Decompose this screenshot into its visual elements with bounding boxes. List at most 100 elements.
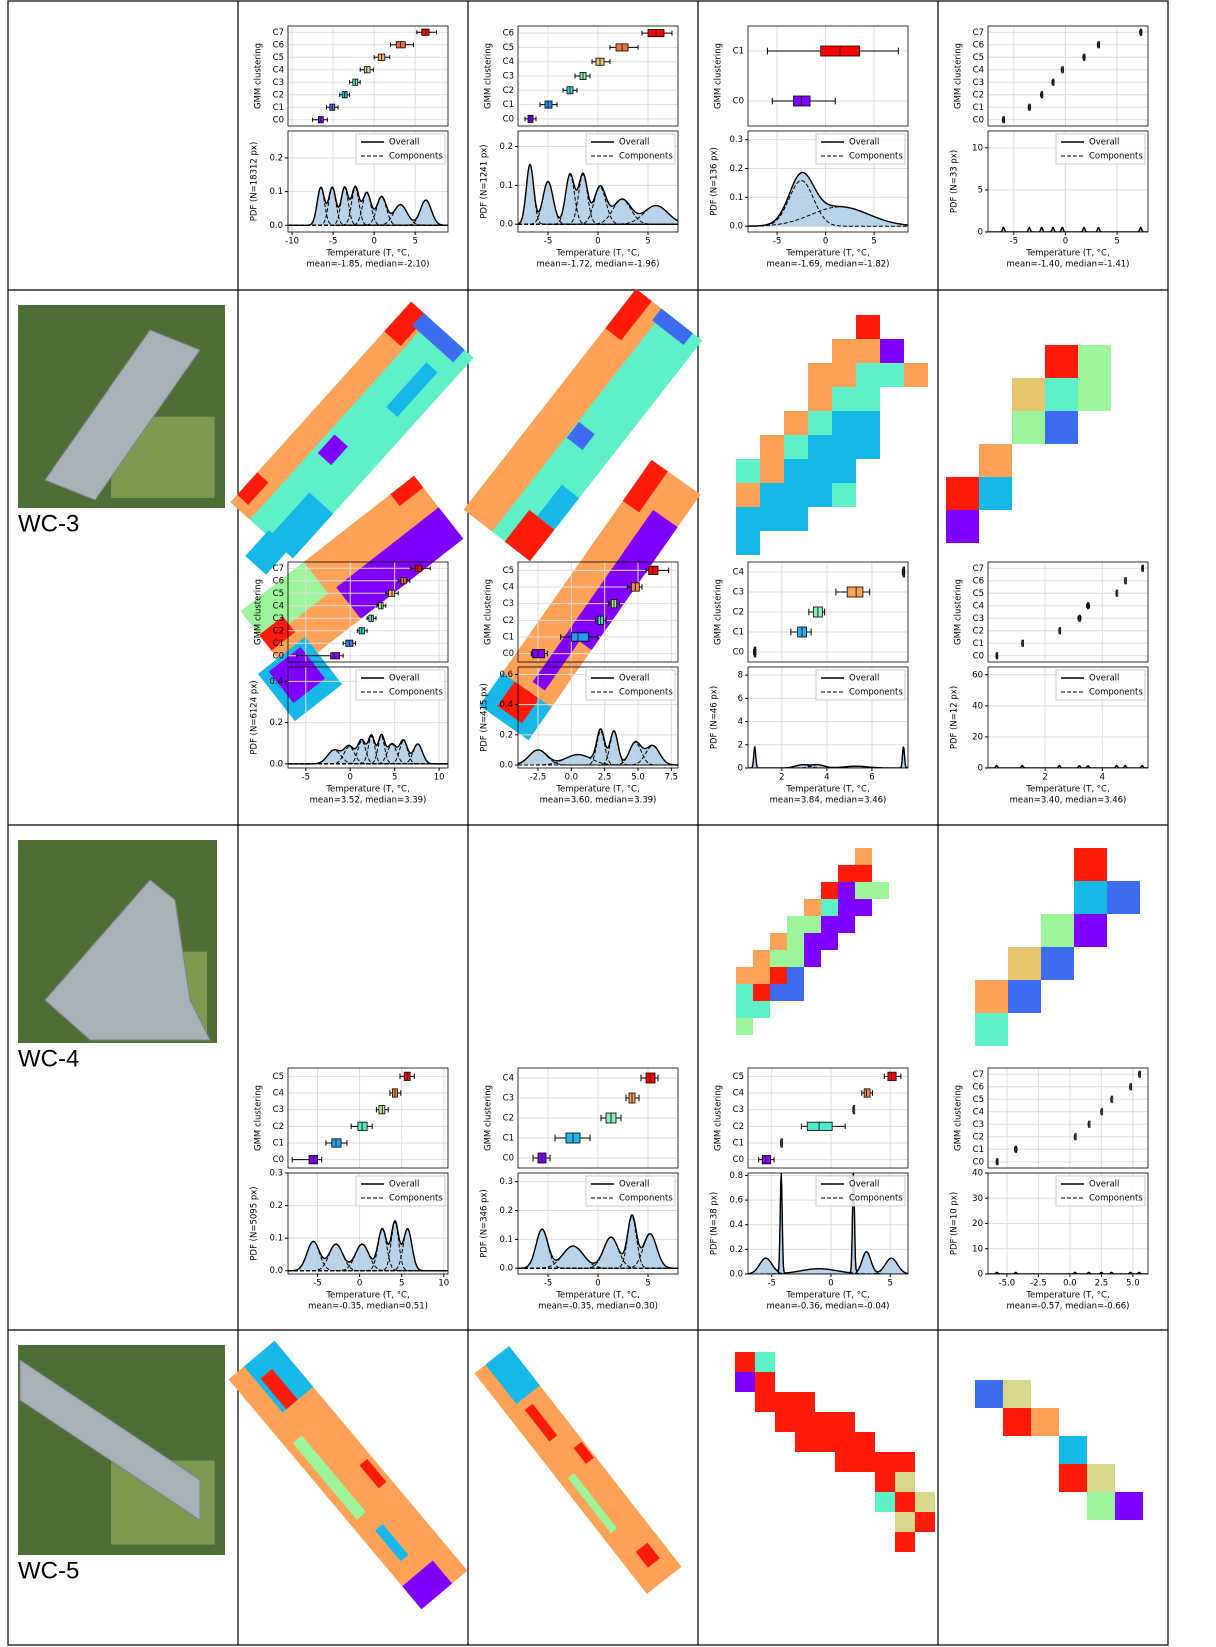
x-axis-caption: mean=-0.35, median=0.51) [308,1302,428,1312]
x-tick-label: 2 [779,773,784,783]
map-pixel [808,363,832,387]
map-pixel [787,916,804,933]
cluster-label: C1 [973,639,984,649]
cluster-label: C4 [733,568,744,578]
cluster-label: C4 [973,65,984,75]
cluster-label: C0 [503,649,514,659]
y-axis-label: PDF (N=46 px) [710,686,720,749]
map-region [537,484,580,530]
cluster-label: C3 [503,599,514,609]
overall-curve [518,163,678,225]
map-pixel [832,387,856,411]
legend-label: Overall [849,674,879,684]
map-pixel [875,1492,895,1512]
box-axes [747,561,909,663]
map-pixel [1078,378,1111,411]
histogram-area [748,172,908,227]
pdf-axes [517,130,679,233]
map-pixel [1045,378,1078,411]
map-pixel [895,1472,915,1492]
map-pixel [835,1432,855,1452]
cluster-label: C5 [273,589,284,599]
x-axis-label: Temperature (T, °C, [785,1291,869,1301]
x-tick-label: 5 [888,1279,893,1289]
map-pixel [979,444,1012,477]
map-pixel [838,882,855,899]
temperature-map [228,1340,468,1610]
x-axis-label: Temperature (T, °C, [555,785,639,795]
y-axis-label: GMM clustering [954,43,964,109]
x-tick-label: -10 [285,237,299,247]
y-axis-label: GMM clustering [484,1085,494,1151]
overall-curve [748,746,908,768]
x-tick-label: 5 [871,237,876,247]
map-pixel [736,507,760,531]
box-axes [517,1067,679,1169]
cluster-label: C4 [273,1089,284,1099]
legend [1055,133,1146,165]
cluster-label: C2 [733,1122,744,1132]
map-pixel [855,1432,875,1452]
map-pixel [856,363,880,387]
legend-label: Overall [1089,138,1119,148]
y-axis-label: GMM clustering [484,579,494,645]
map-region [268,647,326,704]
histogram-area [518,728,678,765]
map-pixel [760,483,784,507]
cluster-label: C0 [273,115,284,125]
legend-label: Overall [1089,674,1119,684]
box-axes [987,1067,1149,1169]
map-pixel [760,459,784,483]
cluster-label: C3 [503,72,514,82]
map-region [524,1403,558,1442]
y-tick-label: 0.4 [729,1220,743,1230]
map-pixel [1074,881,1107,914]
map-pixel [770,950,787,967]
map-pixel [895,1532,915,1552]
temperature-map [735,1352,935,1552]
temperature-map [479,459,701,741]
y-tick-label: 40 [972,1169,983,1179]
cluster-label: C4 [503,1074,514,1084]
map-pixel [838,916,855,933]
legend-label: Overall [389,1180,419,1190]
x-tick-label: -2.5 [1030,1279,1047,1289]
overall-curve [748,1173,908,1274]
cluster-label: C0 [503,114,514,124]
legend-label: Overall [849,138,879,148]
pdf-axes [747,666,909,769]
pdf-curves [288,733,448,765]
y-tick-label: 0.0 [729,222,743,232]
y-tick-label: 0.0 [729,1270,743,1280]
map-pixel [975,980,1008,1013]
x-axis-label: Temperature (T, °C, [555,249,639,259]
x-axis-caption: mean=-1.72, median=-1.96) [537,260,660,270]
legend [355,669,446,701]
map-region [622,459,668,513]
legend [815,1175,906,1207]
map-pixel [856,387,880,411]
cluster-label: C2 [503,86,514,96]
map-pixel [895,1492,915,1512]
x-axis-caption: mean=3.52, median=3.39) [310,796,427,806]
legend-label: Components [619,152,673,162]
temperature-map [463,288,703,562]
y-axis-label: PDF (N=6124 px) [250,680,260,754]
y-axis-label: PDF (N=136 px) [710,147,720,216]
map-region [317,434,348,466]
legend-label: Components [849,688,903,698]
map-pixel [755,1372,775,1392]
y-tick-label: 0.0 [269,1266,283,1276]
temperature-map [736,315,928,555]
box-axes [987,561,1149,663]
map-pixel [770,933,787,950]
cluster-label: C3 [273,614,284,624]
box-axes [517,25,679,127]
cluster-label: C1 [973,103,984,113]
box-axes [287,561,449,663]
legend-label: Overall [619,1180,649,1190]
map-pixel [946,510,979,543]
y-tick-label: 4 [738,717,743,727]
y-tick-label: 0.6 [499,670,513,680]
x-tick-label: -5 [302,773,310,783]
